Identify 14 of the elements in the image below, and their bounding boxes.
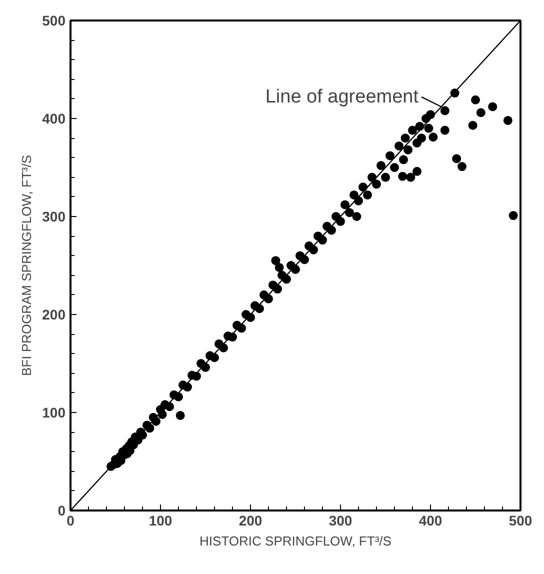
x-tick-label: 300 [328, 512, 352, 528]
x-axis-title: HISTORIC SPRINGFLOW, FT³/S [200, 534, 392, 548]
x-tick-label: 400 [418, 512, 442, 528]
x-tick-label: 100 [148, 512, 172, 528]
y-axis-title: BFI PROGRAM SPRINGFLOW, FT³/S [19, 154, 34, 376]
annotation: Line of agreement [265, 86, 420, 108]
y-tick-label: 100 [42, 404, 66, 420]
y-tick-label: 500 [42, 12, 66, 28]
y-tick-label: 0 [58, 502, 66, 518]
x-tick-label: 200 [238, 512, 262, 528]
y-tick-label: 400 [42, 110, 66, 126]
y-tick-label: 200 [42, 306, 66, 322]
y-tick-label: 300 [42, 208, 66, 224]
x-tick-label: 500 [508, 512, 532, 528]
